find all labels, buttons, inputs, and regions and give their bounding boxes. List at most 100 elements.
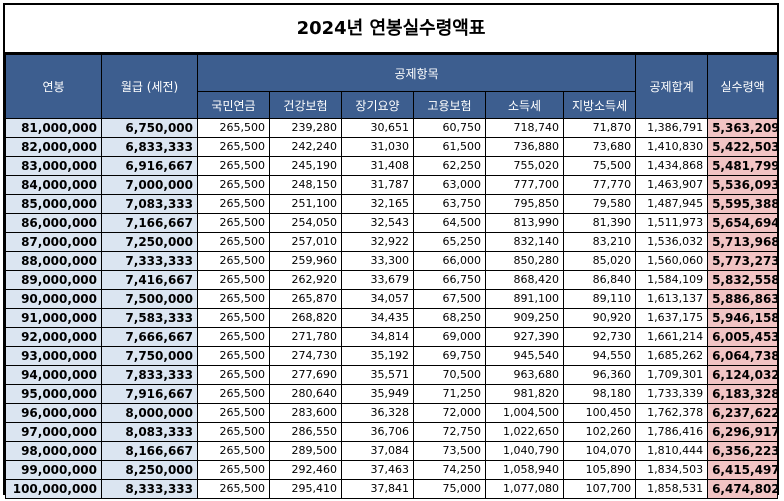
cell-employment: 65,250 bbox=[413, 232, 486, 252]
header-annual-salary: 연봉 bbox=[5, 54, 102, 119]
salary-table: 연봉 월급 (세전) 공제항목 공제합계 실수령액 국민연금 건강보험 장기요양… bbox=[5, 54, 779, 499]
cell-monthly: 7,666,667 bbox=[101, 327, 198, 347]
cell-tax: 909,250 bbox=[485, 308, 564, 328]
cell-net: 5,595,388 bbox=[707, 194, 779, 214]
cell-annual: 90,000,000 bbox=[5, 289, 102, 309]
cell-tax: 1,004,500 bbox=[485, 403, 564, 423]
cell-annual: 81,000,000 bbox=[5, 118, 102, 138]
cell-health: 259,960 bbox=[269, 251, 342, 271]
cell-health: 262,920 bbox=[269, 270, 342, 290]
table-row: 93,000,000 7,750,000 265,500 274,730 35,192 6… bbox=[5, 346, 779, 366]
cell-pension: 265,500 bbox=[197, 289, 270, 309]
cell-local-tax: 71,870 bbox=[562, 118, 637, 138]
cell-monthly: 7,916,667 bbox=[101, 384, 198, 404]
cell-health: 280,640 bbox=[269, 384, 342, 404]
cell-pension: 265,500 bbox=[197, 213, 270, 233]
cell-monthly: 7,833,333 bbox=[101, 365, 198, 385]
cell-local-tax: 94,550 bbox=[562, 346, 637, 366]
cell-care: 32,922 bbox=[341, 232, 414, 252]
cell-net: 6,296,917 bbox=[707, 422, 779, 442]
cell-annual: 96,000,000 bbox=[5, 403, 102, 423]
table-row: 82,000,000 6,833,333 265,500 242,240 31,030 6… bbox=[5, 137, 779, 157]
header-employment-insurance: 고용보험 bbox=[413, 91, 486, 119]
cell-total: 1,810,444 bbox=[635, 441, 709, 461]
cell-annual: 98,000,000 bbox=[5, 441, 102, 461]
table-row: 89,000,000 7,416,667 265,500 262,920 33,679 6… bbox=[5, 270, 779, 290]
table-row: 85,000,000 7,083,333 265,500 251,100 32,165 6… bbox=[5, 194, 779, 214]
cell-tax: 963,680 bbox=[485, 365, 564, 385]
cell-tax: 1,077,080 bbox=[485, 479, 564, 499]
cell-employment: 69,000 bbox=[413, 327, 486, 347]
cell-monthly: 7,416,667 bbox=[101, 270, 198, 290]
cell-health: 271,780 bbox=[269, 327, 342, 347]
cell-care: 32,543 bbox=[341, 213, 414, 233]
cell-total: 1,733,339 bbox=[635, 384, 709, 404]
cell-local-tax: 92,730 bbox=[562, 327, 637, 347]
cell-local-tax: 100,450 bbox=[562, 403, 637, 423]
cell-local-tax: 98,180 bbox=[562, 384, 637, 404]
cell-monthly: 8,250,000 bbox=[101, 460, 198, 480]
cell-health: 283,600 bbox=[269, 403, 342, 423]
cell-health: 248,150 bbox=[269, 175, 342, 195]
cell-net: 6,474,802 bbox=[707, 479, 779, 499]
cell-employment: 62,250 bbox=[413, 156, 486, 176]
cell-pension: 265,500 bbox=[197, 232, 270, 252]
cell-monthly: 6,750,000 bbox=[101, 118, 198, 138]
cell-pension: 265,500 bbox=[197, 118, 270, 138]
cell-employment: 61,500 bbox=[413, 137, 486, 157]
cell-monthly: 6,916,667 bbox=[101, 156, 198, 176]
cell-employment: 75,000 bbox=[413, 479, 486, 499]
cell-monthly: 6,833,333 bbox=[101, 137, 198, 157]
cell-health: 251,100 bbox=[269, 194, 342, 214]
cell-annual: 95,000,000 bbox=[5, 384, 102, 404]
cell-tax: 891,100 bbox=[485, 289, 564, 309]
cell-annual: 83,000,000 bbox=[5, 156, 102, 176]
cell-local-tax: 96,360 bbox=[562, 365, 637, 385]
cell-health: 254,050 bbox=[269, 213, 342, 233]
cell-care: 32,165 bbox=[341, 194, 414, 214]
cell-care: 35,571 bbox=[341, 365, 414, 385]
cell-total: 1,858,531 bbox=[635, 479, 709, 499]
cell-local-tax: 81,390 bbox=[562, 213, 637, 233]
cell-health: 286,550 bbox=[269, 422, 342, 442]
cell-local-tax: 107,700 bbox=[562, 479, 637, 499]
cell-care: 35,192 bbox=[341, 346, 414, 366]
table-row: 81,000,000 6,750,000 265,500 239,280 30,651 6… bbox=[5, 118, 779, 138]
table-row: 83,000,000 6,916,667 265,500 245,190 31,408 6… bbox=[5, 156, 779, 176]
table-row: 90,000,000 7,500,000 265,500 265,870 34,057 6… bbox=[5, 289, 779, 309]
cell-total: 1,685,262 bbox=[635, 346, 709, 366]
cell-monthly: 8,166,667 bbox=[101, 441, 198, 461]
cell-tax: 736,880 bbox=[485, 137, 564, 157]
cell-monthly: 8,000,000 bbox=[101, 403, 198, 423]
cell-tax: 945,540 bbox=[485, 346, 564, 366]
cell-pension: 265,500 bbox=[197, 156, 270, 176]
cell-net: 5,946,158 bbox=[707, 308, 779, 328]
cell-pension: 265,500 bbox=[197, 327, 270, 347]
cell-employment: 72,750 bbox=[413, 422, 486, 442]
cell-pension: 265,500 bbox=[197, 365, 270, 385]
cell-health: 265,870 bbox=[269, 289, 342, 309]
cell-local-tax: 86,840 bbox=[562, 270, 637, 290]
cell-net: 6,356,223 bbox=[707, 441, 779, 461]
cell-monthly: 7,500,000 bbox=[101, 289, 198, 309]
cell-monthly: 7,583,333 bbox=[101, 308, 198, 328]
cell-total: 1,762,378 bbox=[635, 403, 709, 423]
cell-net: 5,422,503 bbox=[707, 137, 779, 157]
cell-care: 35,949 bbox=[341, 384, 414, 404]
cell-local-tax: 79,580 bbox=[562, 194, 637, 214]
cell-monthly: 8,333,333 bbox=[101, 479, 198, 499]
cell-total: 1,661,214 bbox=[635, 327, 709, 347]
cell-local-tax: 90,920 bbox=[562, 308, 637, 328]
header-income-tax: 소득세 bbox=[485, 91, 564, 119]
cell-employment: 68,250 bbox=[413, 308, 486, 328]
cell-pension: 265,500 bbox=[197, 441, 270, 461]
table-row: 99,000,000 8,250,000 265,500 292,460 37,463 7… bbox=[5, 460, 779, 480]
cell-care: 33,679 bbox=[341, 270, 414, 290]
cell-pension: 265,500 bbox=[197, 384, 270, 404]
header-deductions-group: 공제항목 bbox=[196, 54, 637, 92]
cell-monthly: 7,250,000 bbox=[101, 232, 198, 252]
cell-employment: 60,750 bbox=[413, 118, 486, 138]
cell-employment: 63,000 bbox=[413, 175, 486, 195]
cell-net: 5,713,968 bbox=[707, 232, 779, 252]
cell-net: 6,237,622 bbox=[707, 403, 779, 423]
